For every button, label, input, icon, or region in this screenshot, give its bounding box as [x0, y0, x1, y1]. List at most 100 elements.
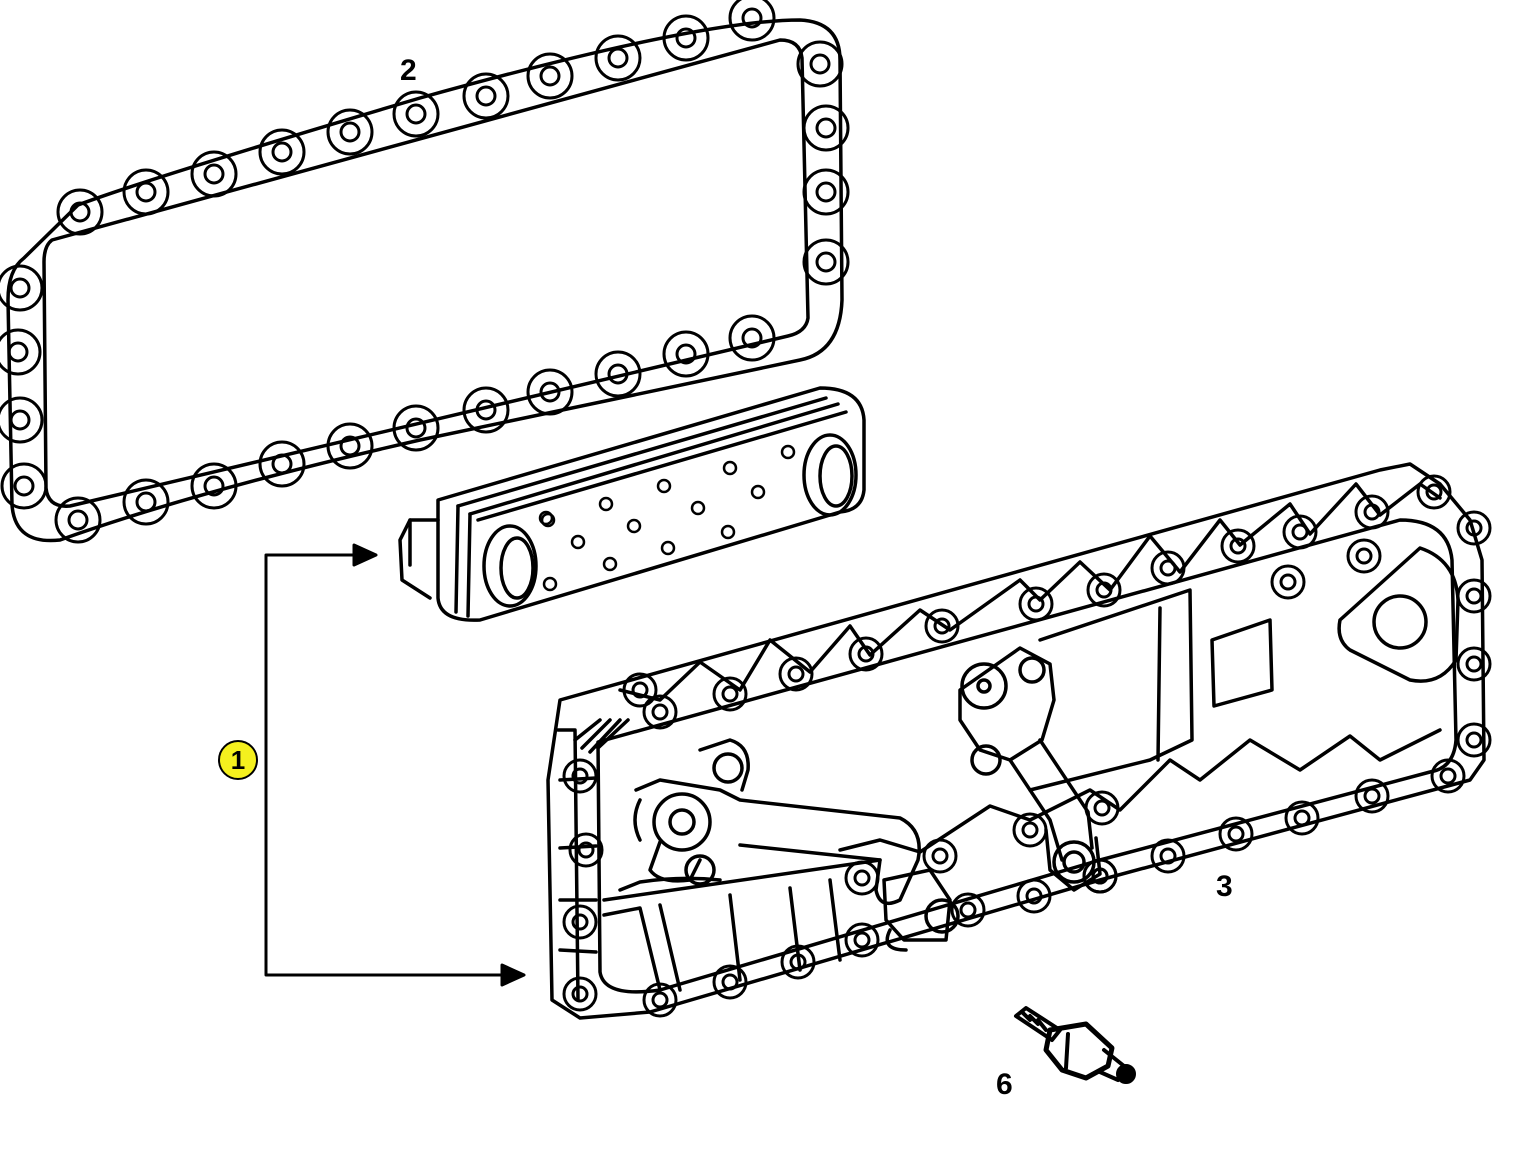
cover-boss-hole — [1027, 889, 1041, 903]
gasket-lug — [464, 74, 508, 118]
cover-boss — [1220, 818, 1252, 850]
cover-boss — [564, 760, 596, 792]
cover-boss-hole — [1295, 811, 1309, 825]
gasket-hole — [811, 55, 829, 73]
cover-boss-hole — [1229, 827, 1243, 841]
gasket-lug — [328, 110, 372, 154]
cover-boss-hole — [653, 705, 667, 719]
gasket-hole — [71, 203, 89, 221]
cover-boss — [1348, 540, 1380, 572]
gasket-hole — [205, 165, 223, 183]
cover-boss-hole — [1427, 485, 1441, 499]
gasket-lug — [394, 406, 438, 450]
cover-boss — [926, 610, 958, 642]
cover-boss-hole — [1467, 589, 1481, 603]
gasket-hole — [677, 345, 695, 363]
cover-boss — [714, 678, 746, 710]
cover-boss-hole — [723, 975, 737, 989]
cover-boss — [1356, 780, 1388, 812]
cover-boss — [924, 840, 956, 872]
cover-boss-hole — [933, 849, 947, 863]
cover-boss-hole — [1357, 549, 1371, 563]
cover-boss — [780, 658, 812, 690]
gasket-lug — [260, 442, 304, 486]
cover-boss — [850, 638, 882, 670]
cooler-hole — [628, 520, 640, 532]
cooler-hole — [724, 462, 736, 474]
gasket-lug — [56, 498, 100, 542]
gasket-hole — [407, 419, 425, 437]
callout-label: 1 — [230, 744, 246, 775]
cover-boss-hole — [633, 683, 647, 697]
callout-bracket — [266, 545, 524, 985]
cover-boss — [846, 924, 878, 956]
cooler-hole — [540, 512, 552, 524]
cover-boss-hole — [579, 843, 593, 857]
cover-boss-hole — [1365, 789, 1379, 803]
cover-boss-hole — [573, 915, 587, 929]
cooler-hole — [542, 514, 554, 526]
gasket-hole — [541, 67, 559, 85]
gasket-hole — [477, 401, 495, 419]
cover-boss — [644, 696, 676, 728]
cover-boss — [1356, 496, 1388, 528]
cover-boss-hole — [1467, 733, 1481, 747]
gasket-lug — [260, 130, 304, 174]
gasket-hole — [817, 253, 835, 271]
cover-boss — [1432, 760, 1464, 792]
gasket-lug — [804, 106, 848, 150]
gasket-lug — [596, 352, 640, 396]
callout-marker-1: 1 — [218, 740, 258, 780]
gasket-hole — [407, 105, 425, 123]
cover-boss-hole — [1161, 561, 1175, 575]
gasket-lug — [192, 464, 236, 508]
cooler-hole — [752, 486, 764, 498]
cooler-hole — [572, 536, 584, 548]
gasket-hole — [205, 477, 223, 495]
cover-boss — [1418, 476, 1450, 508]
gasket-lug — [124, 480, 168, 524]
gasket-lug — [0, 330, 40, 374]
gasket-lug — [58, 190, 102, 234]
cover-boss-hole — [935, 619, 949, 633]
cover-boss-hole — [1231, 539, 1245, 553]
cover-boss-hole — [723, 687, 737, 701]
gasket-hole — [817, 119, 835, 137]
cover-boss — [644, 984, 676, 1016]
cover-boss-hole — [1161, 849, 1175, 863]
cooler-hole — [692, 502, 704, 514]
gasket-lug — [730, 316, 774, 360]
gasket-hole — [477, 87, 495, 105]
gasket-hole — [137, 493, 155, 511]
cover-boss-hole — [1281, 575, 1295, 589]
gasket-hole — [609, 365, 627, 383]
cover-boss — [570, 834, 602, 866]
cover-boss-hole — [1467, 521, 1481, 535]
part-label-cover: 3 — [1216, 870, 1233, 903]
gasket-lug — [464, 388, 508, 432]
cover-boss — [1458, 512, 1490, 544]
cover-boss — [952, 894, 984, 926]
part-label-sensor: 6 — [996, 1068, 1013, 1101]
gasket-hole — [11, 279, 29, 297]
cover-boss — [564, 906, 596, 938]
gasket-lug — [798, 42, 842, 86]
cover-boss — [782, 946, 814, 978]
cover-boss-hole — [791, 955, 805, 969]
cover-boss-hole — [1029, 597, 1043, 611]
temperature-sensor-part-6 — [1016, 1008, 1134, 1082]
gasket-lug — [328, 424, 372, 468]
cover-boss — [1458, 580, 1490, 612]
cover-boss-hole — [1441, 769, 1455, 783]
cooler-hole — [722, 526, 734, 538]
oil-cooler-cover-part-3 — [548, 464, 1490, 1018]
cover-boss-hole — [859, 647, 873, 661]
gasket-lug — [596, 36, 640, 80]
cover-boss — [1018, 880, 1050, 912]
gasket-hole — [69, 511, 87, 529]
gasket-lug — [192, 152, 236, 196]
cover-boss-hole — [653, 993, 667, 1007]
cover-boss — [1152, 552, 1184, 584]
gasket-lug — [528, 370, 572, 414]
